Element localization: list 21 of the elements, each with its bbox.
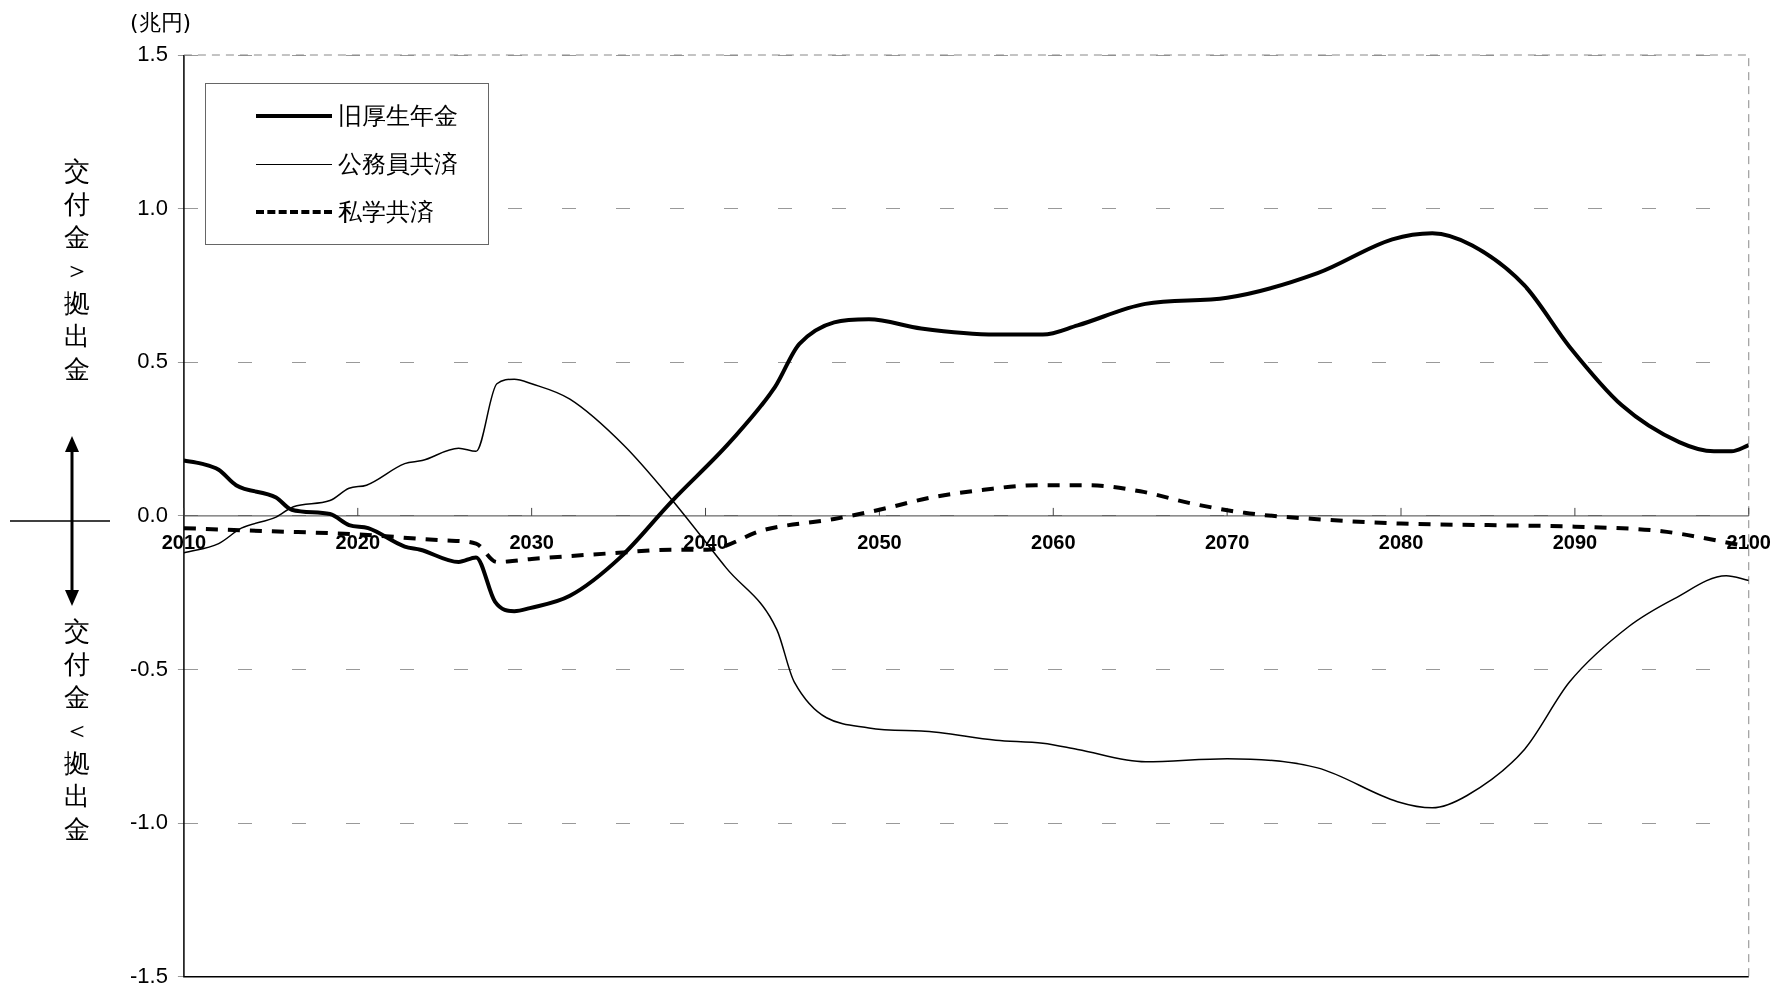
y-tick-label: 0.0 (137, 501, 168, 527)
x-tick-label: 2030 (509, 531, 554, 554)
y-tick-label: 1.5 (137, 41, 168, 67)
y-axis-title: (兆円) (130, 9, 192, 37)
x-tick-label: 2070 (1204, 531, 1250, 554)
y-tick-label: 0.5 (137, 348, 168, 374)
x-tick-label: 2060 (1031, 531, 1076, 554)
x-tick-label: 2020 (335, 531, 381, 554)
legend-label: 公務員共済 (338, 149, 458, 180)
x-tick-label: 2100 (1726, 531, 1771, 554)
x-tick-label: 2050 (857, 531, 902, 554)
y-tick-label: -0.5 (129, 655, 168, 681)
text: 交付金＞拠出金 (63, 155, 91, 386)
x-tick-label: 2090 (1552, 531, 1598, 554)
y-tick-label: -1.5 (129, 962, 168, 988)
text: 交付金＜拠出金 (63, 615, 91, 846)
legend-label: 私学共済 (338, 197, 434, 228)
y-tick-label: 1.0 (137, 194, 168, 220)
y-tick-label: -1.0 (129, 809, 168, 835)
x-tick-label: 2080 (1378, 531, 1424, 554)
legend-label: 旧厚生年金 (338, 101, 458, 132)
